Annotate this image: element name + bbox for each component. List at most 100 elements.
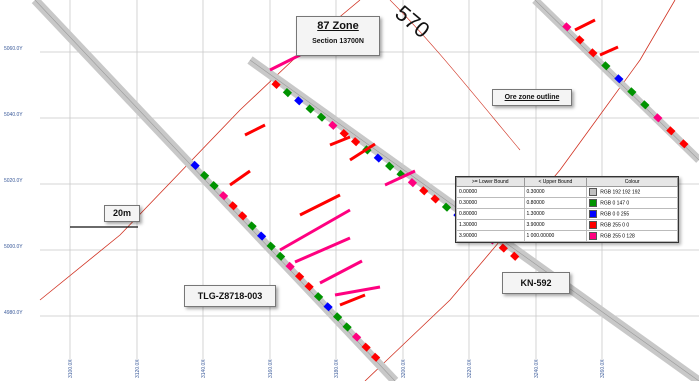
legend-lower: 1.30000: [456, 219, 525, 231]
x-tick-label: 3240.0X: [534, 359, 540, 378]
assay-interval: [266, 241, 276, 251]
legend-colour-label: RGB 0 0 255: [600, 211, 630, 218]
grade-bar: [349, 142, 376, 162]
title-text: 87 Zone: [317, 20, 359, 32]
assay-interval: [247, 221, 257, 231]
assay-interval: [601, 61, 611, 71]
title-box: 87 Zone Section 13700N: [296, 16, 380, 56]
legend-lower: 0.80000: [456, 208, 525, 220]
grade-legend: >= Lower Bound < Upper Bound Colour 0.00…: [455, 176, 679, 243]
x-tick-label: 3100.0X: [68, 359, 74, 378]
swatch-icon: [589, 221, 598, 229]
assay-interval: [257, 231, 267, 241]
assay-interval: [371, 352, 381, 362]
assay-interval: [316, 112, 327, 122]
ore-zone-outline: [389, 0, 521, 151]
drillhole-label-kn: KN-592: [502, 272, 570, 294]
grade-bar: [269, 53, 301, 72]
grade-bar: [294, 236, 351, 264]
x-tick-label: 3140.0X: [201, 359, 207, 378]
grade-bar: [279, 208, 351, 252]
legend-colour: RGB 255 0 0: [586, 219, 678, 231]
legend-upper: 0.80000: [523, 197, 588, 209]
y-tick-label: 5000.0Y: [4, 244, 23, 250]
legend-header-lower: >= Lower Bound: [456, 177, 525, 187]
assay-interval: [238, 211, 248, 221]
assay-interval: [361, 342, 371, 352]
assay-interval: [209, 181, 219, 191]
legend-colour: RGB 255 0 128: [586, 230, 678, 242]
legend-lower: 0.30000: [456, 197, 525, 209]
grade-bar: [599, 45, 619, 57]
drillhole-trace-main-axis: [34, 0, 396, 382]
assay-interval: [328, 120, 338, 130]
legend-upper: 1.30000: [523, 208, 588, 220]
legend-colour-label: RGB 0 147 0: [600, 200, 630, 207]
drillhole-kn-text: KN-592: [520, 278, 552, 288]
assay-interval: [352, 332, 362, 342]
assay-interval: [666, 126, 676, 136]
x-tick-label: 3260.0X: [600, 359, 606, 378]
assay-interval: [430, 194, 440, 204]
contour-label: 570: [390, 0, 434, 43]
legend-colour: RGB 192 192 192: [586, 186, 678, 198]
assay-interval: [294, 96, 304, 106]
grade-bar: [339, 293, 366, 307]
ore-zone-outline: [364, 0, 676, 382]
assay-interval: [407, 178, 418, 188]
assay-interval: [228, 201, 238, 211]
legend-upper: 3.90000: [523, 219, 588, 231]
legend-table: >= Lower Bound < Upper Bound Colour 0.00…: [456, 177, 678, 242]
assay-interval: [200, 170, 210, 181]
assay-interval: [314, 292, 324, 302]
y-tick-label: 5020.0Y: [4, 178, 23, 184]
scale-label: 20m: [104, 205, 140, 222]
grade-bar: [329, 135, 351, 147]
x-tick-label: 3180.0X: [334, 359, 340, 378]
grade-bar: [229, 169, 251, 187]
drillhole-label-tlg: TLG-Z8718-003: [184, 285, 276, 307]
grade-bar: [244, 123, 266, 137]
ore-zone-text: Ore zone outline: [504, 94, 560, 101]
assay-interval: [190, 160, 200, 170]
assay-interval: [342, 322, 352, 332]
grade-bar: [574, 18, 596, 32]
assay-interval: [305, 104, 315, 114]
y-tick-label: 4980.0Y: [4, 310, 23, 316]
assay-interval: [640, 100, 650, 110]
assay-interval: [679, 139, 689, 149]
drillhole-tlg-text: TLG-Z8718-003: [197, 291, 263, 301]
y-tick-label: 5040.0Y: [4, 112, 23, 118]
scale-text: 20m: [112, 208, 131, 218]
ore-zone-label: Ore zone outline: [492, 89, 572, 106]
assay-interval: [385, 161, 395, 171]
assay-interval: [575, 35, 585, 45]
legend-header-colour: Colour: [586, 177, 678, 187]
legend-row: 1.30000 3.90000 RGB 255 0 0: [456, 219, 678, 231]
legend-upper: 1 000.00000: [523, 230, 588, 242]
swatch-icon: [589, 232, 598, 240]
assay-interval: [219, 191, 229, 201]
assay-interval: [562, 22, 572, 32]
legend-colour: RGB 0 147 0: [586, 197, 678, 209]
assay-interval: [419, 186, 429, 196]
legend-header-upper: < Upper Bound: [523, 177, 588, 187]
grade-bar: [319, 259, 363, 285]
grade-bar: [334, 285, 381, 297]
assay-interval: [441, 202, 452, 212]
grade-bar: [299, 193, 341, 217]
legend-upper: 0.30000: [523, 186, 588, 198]
assay-interval: [614, 74, 624, 84]
legend-row: 0.00000 0.30000 RGB 192 192 192: [456, 186, 678, 198]
assay-interval: [588, 48, 598, 58]
assay-interval: [653, 113, 663, 123]
legend-row: 0.80000 1.30000 RGB 0 0 255: [456, 208, 678, 220]
assay-interval: [333, 312, 343, 322]
legend-lower: 3.90000: [456, 230, 525, 242]
swatch-icon: [589, 188, 598, 196]
assay-interval: [285, 261, 295, 271]
grade-bar: [384, 169, 416, 187]
assay-interval: [323, 302, 333, 312]
assay-interval: [350, 137, 361, 147]
